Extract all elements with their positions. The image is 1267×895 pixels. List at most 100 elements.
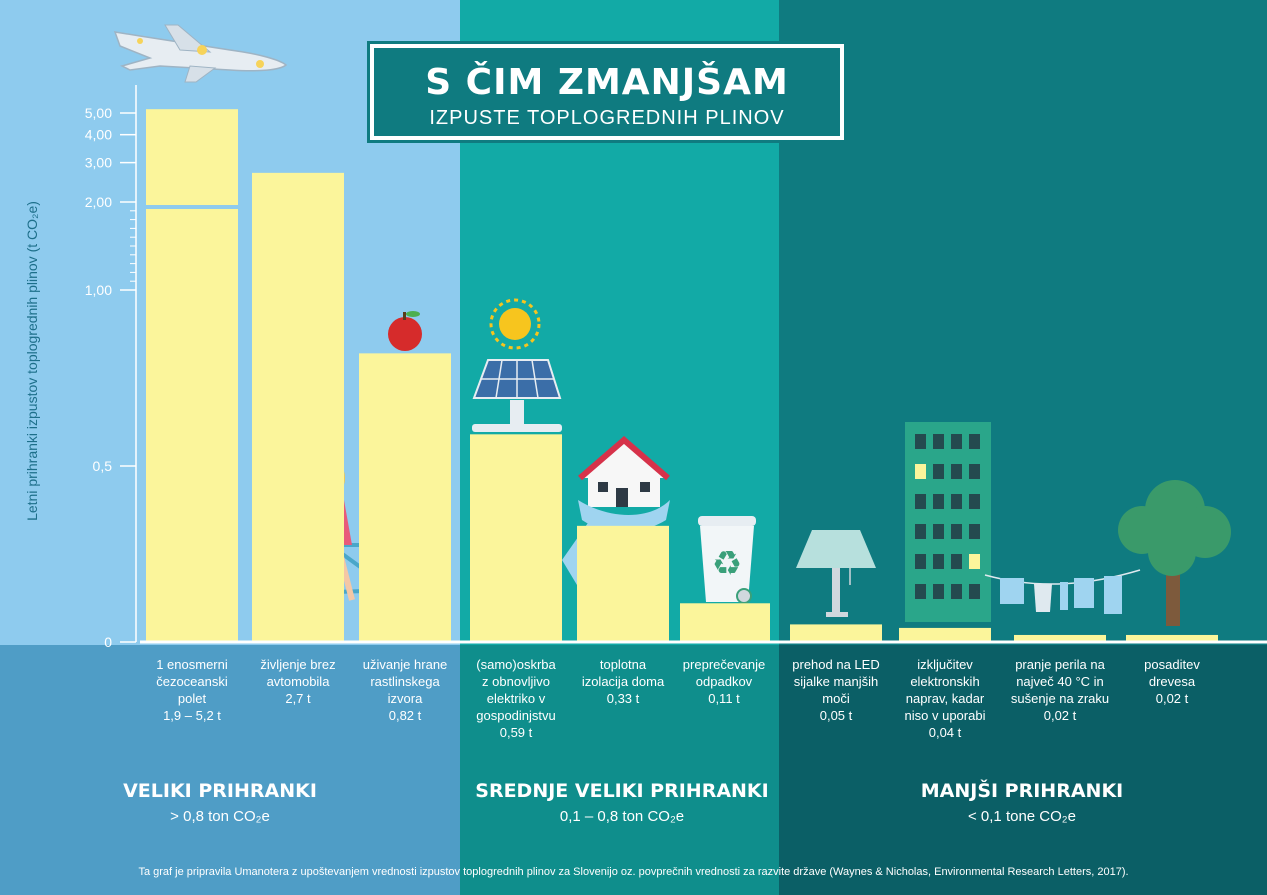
window <box>969 584 980 599</box>
group-title-medium: SREDNJE VELIKI PRIHRANKI <box>475 780 769 802</box>
category-label-line: (samo)oskrba <box>476 657 556 672</box>
category-label-line: toplotna <box>599 657 647 672</box>
category-label-line: 0,11 t <box>708 691 740 706</box>
bar <box>899 627 991 642</box>
category-label-line: avtomobila <box>266 674 330 689</box>
category-label-line: čezoceanski <box>156 674 228 689</box>
category-label-line: 2,7 t <box>285 691 311 706</box>
y-tick-label: 3,00 <box>85 155 112 171</box>
y-tick-label: 2,00 <box>85 194 112 210</box>
category-label-line: gospodinjstvu <box>476 708 556 723</box>
category-label: izključitev elektronskih naprav, kadar niso… <box>891 656 999 741</box>
airplane-icon <box>113 24 288 83</box>
category-label-line: uživanje hrane <box>362 657 448 672</box>
tree-icon <box>1118 480 1231 626</box>
category-label: posaditev drevesa 0,02 t <box>1118 656 1226 707</box>
solar-panel-icon <box>472 359 562 432</box>
bar <box>146 109 238 643</box>
category-label-line: niso v uporabi <box>904 708 986 723</box>
window <box>951 494 962 509</box>
group-range-large: > 0,8 ton CO₂e <box>170 808 270 825</box>
building-icon <box>905 422 991 622</box>
y-tick-label: 5,00 <box>85 105 112 121</box>
category-label: pranje perila na največ 40 °C in sušenje n… <box>1006 656 1114 724</box>
category-label: preprečevanje odpadkov 0,11 t <box>670 656 778 707</box>
window <box>951 524 962 539</box>
y-tick-label: 4,00 <box>85 127 112 143</box>
window <box>933 494 944 509</box>
bar <box>680 603 770 642</box>
category-label-line: življenje brez <box>260 657 336 672</box>
bar <box>359 353 451 642</box>
y-tick-label: 1,00 <box>85 282 112 298</box>
window <box>915 554 926 569</box>
window <box>933 524 944 539</box>
window <box>915 584 926 599</box>
window <box>951 554 962 569</box>
recycle-bin-icon: ♻ <box>698 516 756 604</box>
clothesline-icon <box>984 569 1141 614</box>
window <box>915 464 926 479</box>
window <box>969 494 980 509</box>
window <box>969 524 980 539</box>
category-label: uživanje hrane rastlinskega izvora 0,82 t <box>351 656 459 724</box>
category-label-line: 0,05 t <box>819 708 853 723</box>
bar <box>790 624 882 642</box>
category-label-line: 0,82 t <box>388 708 422 723</box>
category-label-line: posaditev <box>1144 657 1200 672</box>
category-label-line: 0,02 t <box>1155 691 1189 706</box>
group-range-medium: 0,1 – 0,8 ton CO₂e <box>559 808 685 825</box>
band-large-savings <box>0 645 460 895</box>
apple-icon <box>388 311 422 351</box>
bar <box>252 172 344 642</box>
window <box>915 494 926 509</box>
y-tick-label: 0,5 <box>93 458 113 474</box>
window <box>969 434 980 449</box>
category-label: prehod na LED sijalke manjših moči 0,05 t <box>782 656 890 724</box>
y-tick-label: 0 <box>104 634 112 650</box>
window <box>933 554 944 569</box>
category-label-line: preprečevanje <box>682 657 766 672</box>
category-label: (samo)oskrba z obnovljivo elektriko v gospo… <box>462 656 570 741</box>
category-label-line: z obnovljivo <box>482 674 550 689</box>
category-label: toplotna izolacija doma 0,33 t <box>569 656 677 707</box>
category-label-line: polet <box>177 691 207 706</box>
bar <box>1014 634 1106 642</box>
window <box>933 584 944 599</box>
category-label-line: 0,33 t <box>606 691 640 706</box>
window <box>933 464 944 479</box>
category-label-line: pranje perila na <box>1015 657 1105 672</box>
category-label-line: izvora <box>387 691 423 706</box>
category-label: 1 enosmerni čezoceanski polet 1,9 – 5,2 t <box>138 656 246 724</box>
category-label-line: rastlinskega <box>370 674 440 689</box>
category-label-line: izključitev <box>917 657 973 672</box>
window <box>951 464 962 479</box>
window <box>951 434 962 449</box>
category-label-line: 0,04 t <box>928 725 962 740</box>
bar <box>1126 634 1218 642</box>
lamp-icon <box>796 530 876 617</box>
category-label-line: največ 40 °C in <box>1016 674 1104 689</box>
svg-text:♻: ♻ <box>712 544 742 584</box>
category-label-line: naprav, kadar <box>905 691 985 706</box>
window <box>933 434 944 449</box>
category-label-line: prehod na LED <box>792 657 880 672</box>
window <box>915 524 926 539</box>
category-label-line: odpadkov <box>695 674 753 689</box>
window <box>969 464 980 479</box>
category-label-line: elektriko v <box>486 691 546 706</box>
bar <box>470 434 562 642</box>
axis-break-gap <box>142 205 242 209</box>
title-box: S ČIM ZMANJŠAM IZPUSTE TOPLOGREDNIH PLIN… <box>370 44 844 140</box>
category-label-line: drevesa <box>1148 674 1196 689</box>
footer-source-note: Ta graf je pripravila Umanotera z upošte… <box>138 866 1129 878</box>
category-label-line: 1 enosmerni <box>156 657 228 672</box>
bar <box>577 525 669 642</box>
group-title-large: VELIKI PRIHRANKI <box>123 780 317 802</box>
category-label-line: sušenje na zraku <box>1010 691 1110 706</box>
window <box>915 434 926 449</box>
house-icon <box>578 436 670 507</box>
band-medium-savings <box>460 645 779 895</box>
category-label-line: 1,9 – 5,2 t <box>163 708 221 723</box>
